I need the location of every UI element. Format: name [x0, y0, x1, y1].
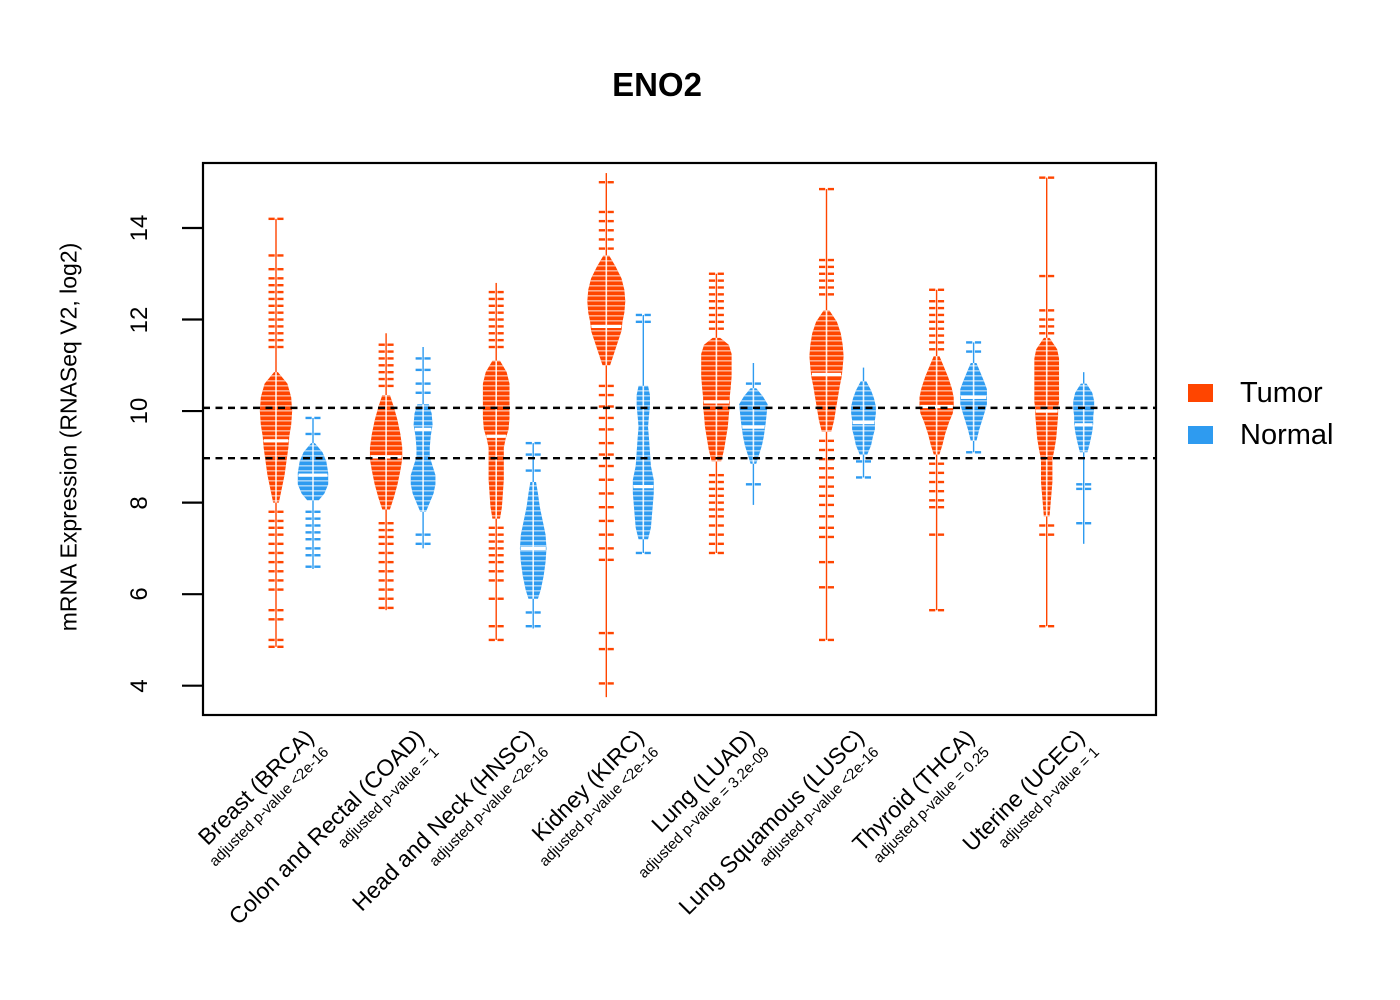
y-axis-label: mRNA Expression (RNASeq V2, log2): [55, 242, 82, 632]
violin-Colon and Rectal (COAD)-Normal: [410, 347, 436, 549]
plot-border: [201, 161, 1158, 717]
y-tick-label-8: 8: [126, 495, 153, 510]
legend-label-tumor: Tumor: [1240, 377, 1323, 409]
violin-Uterine (UCEC)-Tumor: [1034, 176, 1060, 628]
chart-title: ENO2: [612, 66, 702, 103]
violin-Thyroid (THCA)-Tumor: [919, 288, 954, 612]
violin-Lung Squamous (LUSC)-Normal: [851, 367, 876, 479]
violin-Kidney (KIRC)-Normal: [632, 313, 654, 555]
violin-Colon and Rectal (COAD)-Tumor: [369, 333, 403, 611]
violin-Uterine (UCEC)-Normal: [1073, 372, 1095, 544]
violin-Thyroid (THCA)-Normal: [960, 341, 987, 454]
violin-Breast (BRCA)-Tumor: [259, 217, 293, 649]
violin-Lung Squamous (LUSC)-Tumor: [809, 187, 844, 642]
y-tick-label-12: 12: [126, 306, 153, 333]
violin-Head and Neck (HNSC)-Normal: [519, 441, 547, 629]
legend-swatch-normal: [1188, 426, 1213, 444]
y-tick-label-4: 4: [126, 679, 153, 693]
violin-Lung (LUAD)-Normal: [739, 363, 768, 505]
violin-Lung (LUAD)-Tumor: [701, 272, 732, 555]
violin-Head and Neck (HNSC)-Tumor: [482, 282, 510, 642]
violin-Kidney (KIRC)-Tumor: [587, 173, 626, 698]
y-tick-label-6: 6: [126, 587, 153, 601]
legend-swatch-tumor: [1188, 384, 1213, 402]
y-tick-label-10: 10: [126, 397, 153, 425]
violin-Breast (BRCA)-Normal: [297, 416, 329, 569]
y-tick-label-14: 14: [126, 214, 153, 242]
legend-label-normal: Normal: [1240, 419, 1334, 451]
